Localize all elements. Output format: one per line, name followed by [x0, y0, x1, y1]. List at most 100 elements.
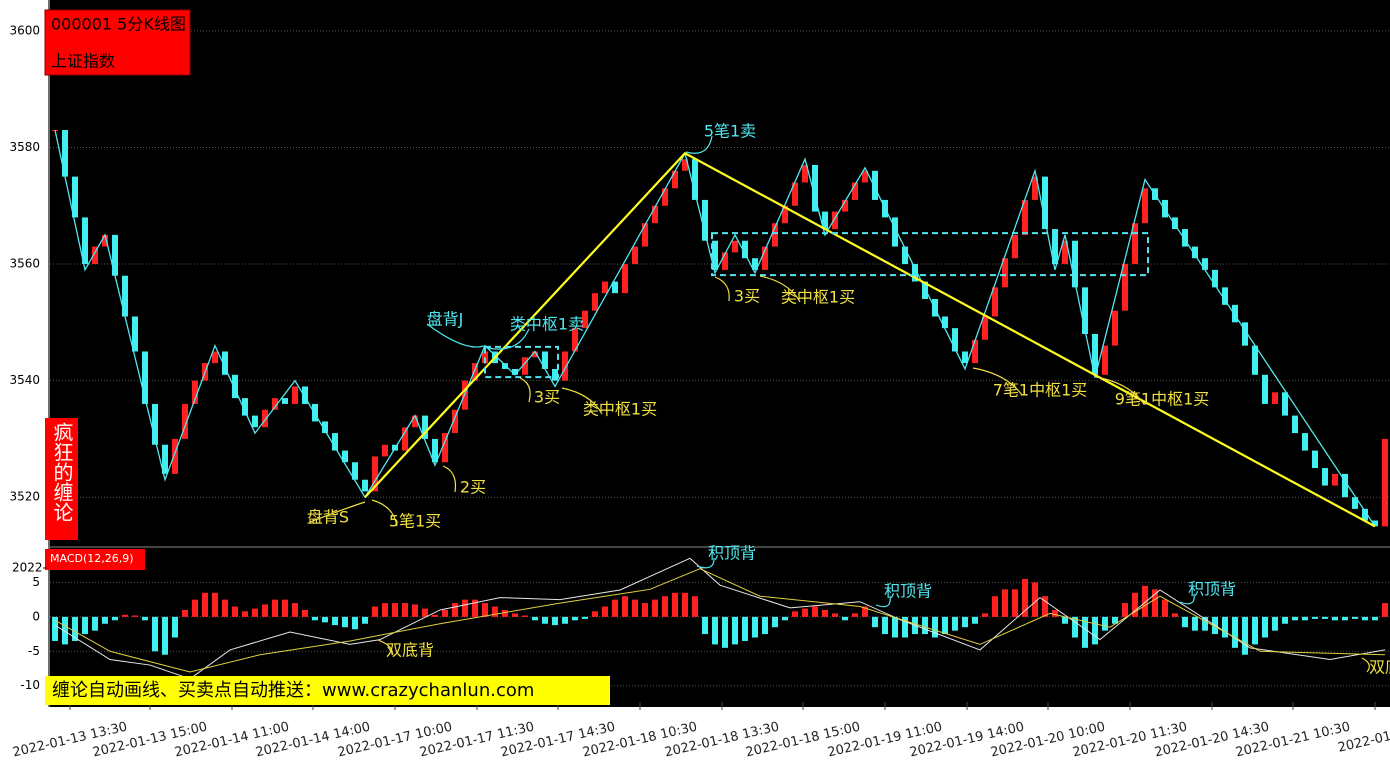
candle: [502, 363, 508, 369]
macd-bar: [1252, 616, 1258, 645]
macd-bar: [322, 616, 328, 623]
candle: [942, 316, 948, 329]
macd-bar: [442, 609, 448, 617]
annotation-arrow: [519, 377, 531, 403]
candle: [1032, 176, 1038, 200]
macd-bar: [502, 609, 508, 617]
candle: [362, 479, 368, 492]
macd-bar: [222, 599, 228, 617]
macd-bar: [962, 616, 968, 628]
macd-bar: [1312, 616, 1318, 619]
candle: [1212, 269, 1218, 288]
macd-bar: [102, 616, 108, 624]
annotation: 类中枢1卖: [510, 315, 584, 334]
cursor-label: 2022-: [12, 561, 47, 575]
candle: [1092, 333, 1098, 375]
macd-bar: [1042, 596, 1048, 617]
annotation-arrow: [487, 328, 530, 350]
chart-title: 000001 5分K线图: [51, 15, 186, 34]
annotation-arrow: [1361, 657, 1370, 673]
plot-background: [48, 0, 1390, 707]
macd-bar: [622, 596, 628, 617]
candle: [1112, 310, 1118, 346]
y-tick-label: 3580: [9, 140, 40, 154]
watermark: 疯狂的缠论: [50, 422, 74, 522]
candle: [512, 368, 518, 375]
macd-bar: [202, 592, 208, 617]
macd-bar: [142, 616, 148, 621]
macd-bar: [1052, 609, 1058, 617]
candle: [252, 415, 258, 428]
macd-bar: [682, 592, 688, 617]
candle: [672, 170, 678, 189]
annotation: 3买: [734, 287, 760, 306]
y-tick-label: -10: [20, 678, 40, 692]
candle: [1282, 392, 1288, 416]
annotation-arrow: [714, 276, 730, 302]
candle: [902, 246, 908, 265]
annotation: 盘背S: [307, 508, 349, 527]
segment-line: [364, 151, 1376, 528]
candle: [352, 462, 358, 480]
candle: [1082, 287, 1088, 334]
macd-bar: [1202, 616, 1208, 631]
annotation-arrow: [371, 499, 398, 527]
candle: [562, 351, 568, 381]
macd-bar: [922, 616, 928, 635]
macd-bar: [232, 606, 238, 617]
macd-bar: [792, 611, 798, 617]
macd-bar: [1282, 616, 1288, 624]
macd-bar: [1172, 613, 1178, 617]
candle: [782, 205, 788, 224]
candle: [182, 403, 188, 439]
candle: [962, 351, 968, 364]
candle: [612, 281, 618, 294]
macd-bar: [1182, 616, 1188, 628]
candle: [892, 217, 898, 247]
candle: [1322, 468, 1328, 486]
macd-bar: [1122, 603, 1128, 617]
macd-bar: [662, 596, 668, 617]
macd-bar: [1192, 616, 1198, 631]
macd-bar: [402, 603, 408, 617]
candle: [82, 217, 88, 265]
candle: [752, 258, 758, 270]
macd-bar: [1302, 616, 1308, 621]
macd-bar: [332, 616, 338, 626]
macd-bar: [152, 616, 158, 652]
macd-bar: [1102, 616, 1108, 631]
candle: [1102, 345, 1108, 375]
candle: [1292, 415, 1298, 434]
macd-bar: [372, 606, 378, 617]
annotation: 积顶背: [708, 544, 756, 563]
macd-bar: [1232, 616, 1238, 648]
macd-bar: [382, 603, 388, 617]
macd-bar: [292, 603, 298, 617]
annotation-arrow: [875, 595, 891, 608]
macd-bar: [832, 613, 838, 617]
candle: [402, 427, 408, 451]
candle: [1022, 199, 1028, 235]
macd-title: MACD(12,26,9): [50, 552, 134, 565]
candle: [702, 199, 708, 241]
candle: [1222, 287, 1228, 305]
macd-bar: [302, 609, 308, 617]
macd-bar: [72, 616, 78, 641]
candle: [1332, 473, 1338, 486]
macd-bar: [1092, 616, 1098, 645]
candle: [532, 351, 538, 358]
macd-bar: [1162, 599, 1168, 617]
macd-bar: [582, 616, 588, 619]
macd-bar: [62, 616, 68, 645]
candle: [112, 234, 118, 276]
macd-bar: [1132, 592, 1138, 617]
candle: [1052, 229, 1058, 265]
candle: [662, 188, 668, 206]
candle: [1352, 497, 1358, 509]
macd-bar: [1242, 616, 1248, 655]
macd-bar: [902, 616, 908, 638]
annotation: 类中枢1买: [781, 288, 855, 307]
candle: [802, 164, 808, 183]
chart-subtitle: 上证指数: [51, 52, 115, 71]
